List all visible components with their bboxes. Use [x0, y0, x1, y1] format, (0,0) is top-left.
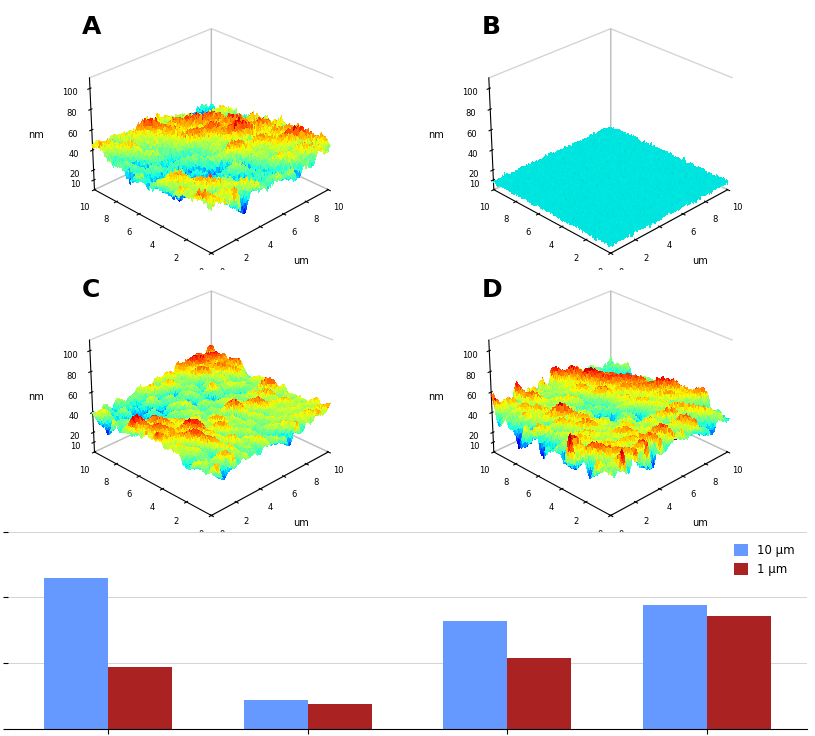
Bar	[244, 700, 308, 729]
X-axis label: um: um	[693, 256, 708, 266]
Bar	[643, 606, 707, 729]
Bar	[443, 621, 507, 729]
Bar	[108, 667, 172, 729]
Text: C: C	[82, 277, 100, 302]
X-axis label: um: um	[693, 518, 708, 528]
X-axis label: um: um	[293, 256, 309, 266]
Bar	[308, 704, 372, 729]
Bar	[45, 578, 108, 729]
Text: A: A	[82, 15, 101, 39]
X-axis label: um: um	[293, 518, 309, 528]
Legend: 10 μm, 1 μm: 10 μm, 1 μm	[728, 538, 801, 581]
Text: B: B	[482, 15, 500, 39]
Text: D: D	[482, 277, 502, 302]
Bar	[707, 616, 770, 729]
Bar	[507, 658, 571, 729]
